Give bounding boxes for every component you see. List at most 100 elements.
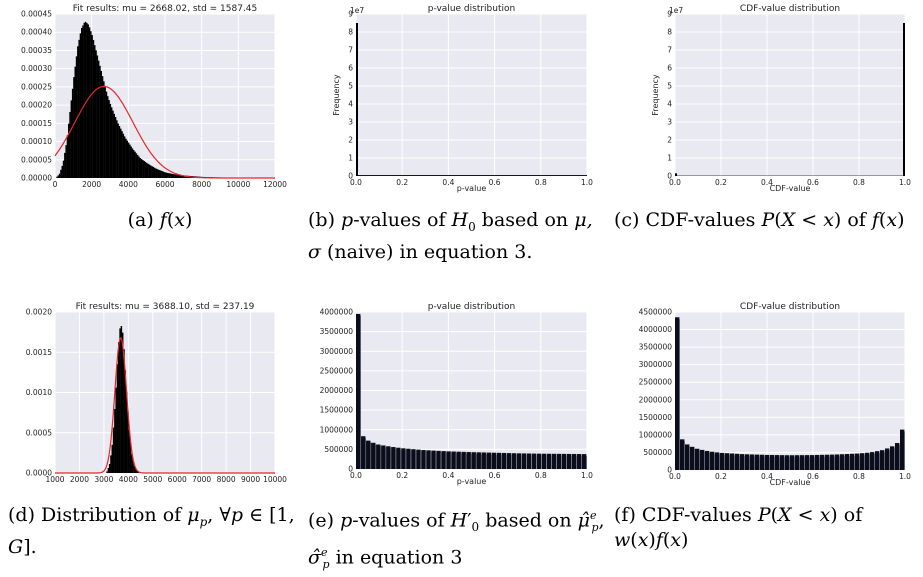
histogram-bar bbox=[64, 153, 66, 178]
y-tick-label: 1000000 bbox=[639, 430, 673, 439]
x-tick-label: 8000 bbox=[217, 475, 236, 484]
x-tick-label: 0 bbox=[53, 180, 58, 189]
histogram-bar bbox=[94, 45, 96, 178]
histogram-bar bbox=[171, 174, 173, 178]
histogram-bar bbox=[835, 454, 839, 470]
histogram-bar bbox=[441, 451, 445, 469]
y-tick-label: 2500000 bbox=[639, 378, 673, 387]
histogram-bar bbox=[106, 471, 108, 473]
y-tick-label: 8 bbox=[348, 28, 353, 37]
histogram-bar bbox=[150, 165, 152, 178]
histogram-bar bbox=[60, 170, 62, 178]
x-tick-label: 0.6 bbox=[489, 178, 501, 187]
histogram-bar bbox=[472, 452, 476, 469]
histogram-bar bbox=[900, 430, 904, 470]
histogram-bar bbox=[58, 175, 60, 178]
histogram-bar bbox=[115, 117, 117, 178]
histogram-bar bbox=[745, 454, 749, 470]
y-tick-label: 0 bbox=[348, 172, 353, 181]
y-tick-label: 0.00010 bbox=[21, 137, 52, 146]
histogram-bar bbox=[850, 454, 854, 470]
histogram-bar bbox=[108, 100, 110, 178]
histogram-bar bbox=[164, 172, 166, 178]
x-tick-label: 0.8 bbox=[853, 178, 865, 187]
histogram-bar bbox=[142, 160, 144, 178]
histogram-bar bbox=[119, 328, 121, 473]
histogram-bar bbox=[120, 129, 122, 178]
histogram-bar bbox=[720, 453, 724, 470]
histogram-bar bbox=[143, 161, 145, 178]
x-tick-label: 0.8 bbox=[853, 472, 865, 481]
histogram-bar bbox=[141, 159, 143, 178]
chart-title: Fit results: mu = 3688.10, std = 237.19 bbox=[76, 302, 255, 312]
histogram-bar bbox=[406, 449, 410, 469]
histogram-bar bbox=[371, 443, 375, 469]
histogram-bar bbox=[102, 76, 104, 178]
x-tick-label: 0.6 bbox=[489, 471, 501, 480]
y-tick-label: 1500000 bbox=[320, 406, 354, 415]
histogram-bar bbox=[129, 145, 131, 178]
histogram-bar bbox=[690, 447, 694, 470]
histogram-bar bbox=[466, 452, 470, 469]
histogram-bar bbox=[492, 453, 496, 469]
y-tick-label: 3000000 bbox=[639, 360, 673, 369]
histogram-bar bbox=[461, 452, 465, 469]
histogram-bar bbox=[740, 454, 744, 470]
histogram-bar bbox=[715, 452, 719, 470]
histogram-bar bbox=[172, 174, 174, 178]
histogram-bar bbox=[451, 452, 455, 469]
histogram-bar bbox=[169, 173, 171, 178]
histogram-bar bbox=[391, 447, 395, 469]
y-tick-label: 0.00040 bbox=[21, 28, 52, 37]
x-tick-label: 5000 bbox=[143, 475, 162, 484]
histogram-bar bbox=[106, 92, 108, 178]
histogram-bar bbox=[160, 171, 162, 178]
histogram-bar bbox=[159, 170, 161, 178]
histogram-bar bbox=[117, 364, 119, 473]
histogram-bar bbox=[115, 388, 117, 473]
x-tick-label: 10000 bbox=[226, 180, 250, 189]
x-tick-label: 0.4 bbox=[442, 471, 454, 480]
histogram-bar bbox=[93, 40, 95, 178]
histogram-bar bbox=[114, 114, 116, 178]
chart-title: p-value distribution bbox=[428, 302, 515, 312]
histogram-bar bbox=[880, 450, 884, 470]
histogram-bar bbox=[110, 455, 112, 473]
histogram-bar bbox=[361, 436, 365, 469]
histogram-bar bbox=[103, 81, 105, 178]
x-tick-label: 10000 bbox=[263, 475, 287, 484]
x-tick-label: 1.0 bbox=[581, 178, 593, 187]
histogram-bar bbox=[73, 77, 75, 178]
histogram-bar bbox=[145, 162, 147, 178]
y-tick-label: 4000000 bbox=[639, 325, 673, 334]
histogram-bar bbox=[112, 111, 114, 178]
y-tick-label: 4 bbox=[348, 100, 353, 109]
histogram-bar bbox=[168, 173, 170, 178]
histogram-bar bbox=[133, 150, 135, 178]
histogram-bar bbox=[134, 152, 136, 178]
histogram-bar bbox=[795, 455, 799, 470]
histogram-bar bbox=[730, 453, 734, 470]
histogram-bar bbox=[67, 135, 69, 178]
histogram-bar bbox=[790, 455, 794, 470]
y-tick-label: 2000000 bbox=[639, 395, 673, 404]
histogram-bar bbox=[130, 146, 132, 178]
x-tick-label: 7000 bbox=[192, 475, 211, 484]
histogram-bar bbox=[136, 153, 138, 178]
histogram-bar bbox=[845, 454, 849, 470]
histogram-bar bbox=[59, 174, 61, 178]
histogram-bar bbox=[805, 455, 809, 470]
histogram-bar bbox=[860, 453, 864, 470]
histogram-bar bbox=[84, 23, 86, 178]
histogram-bar bbox=[497, 453, 501, 469]
histogram-bar bbox=[91, 35, 93, 178]
histogram-bar bbox=[123, 134, 125, 178]
histogram-bar bbox=[121, 131, 123, 178]
y-tick-label: 0.0000 bbox=[26, 469, 52, 478]
histogram-bar bbox=[124, 136, 126, 178]
histogram-bar bbox=[532, 454, 536, 469]
histogram-bar bbox=[137, 155, 139, 178]
